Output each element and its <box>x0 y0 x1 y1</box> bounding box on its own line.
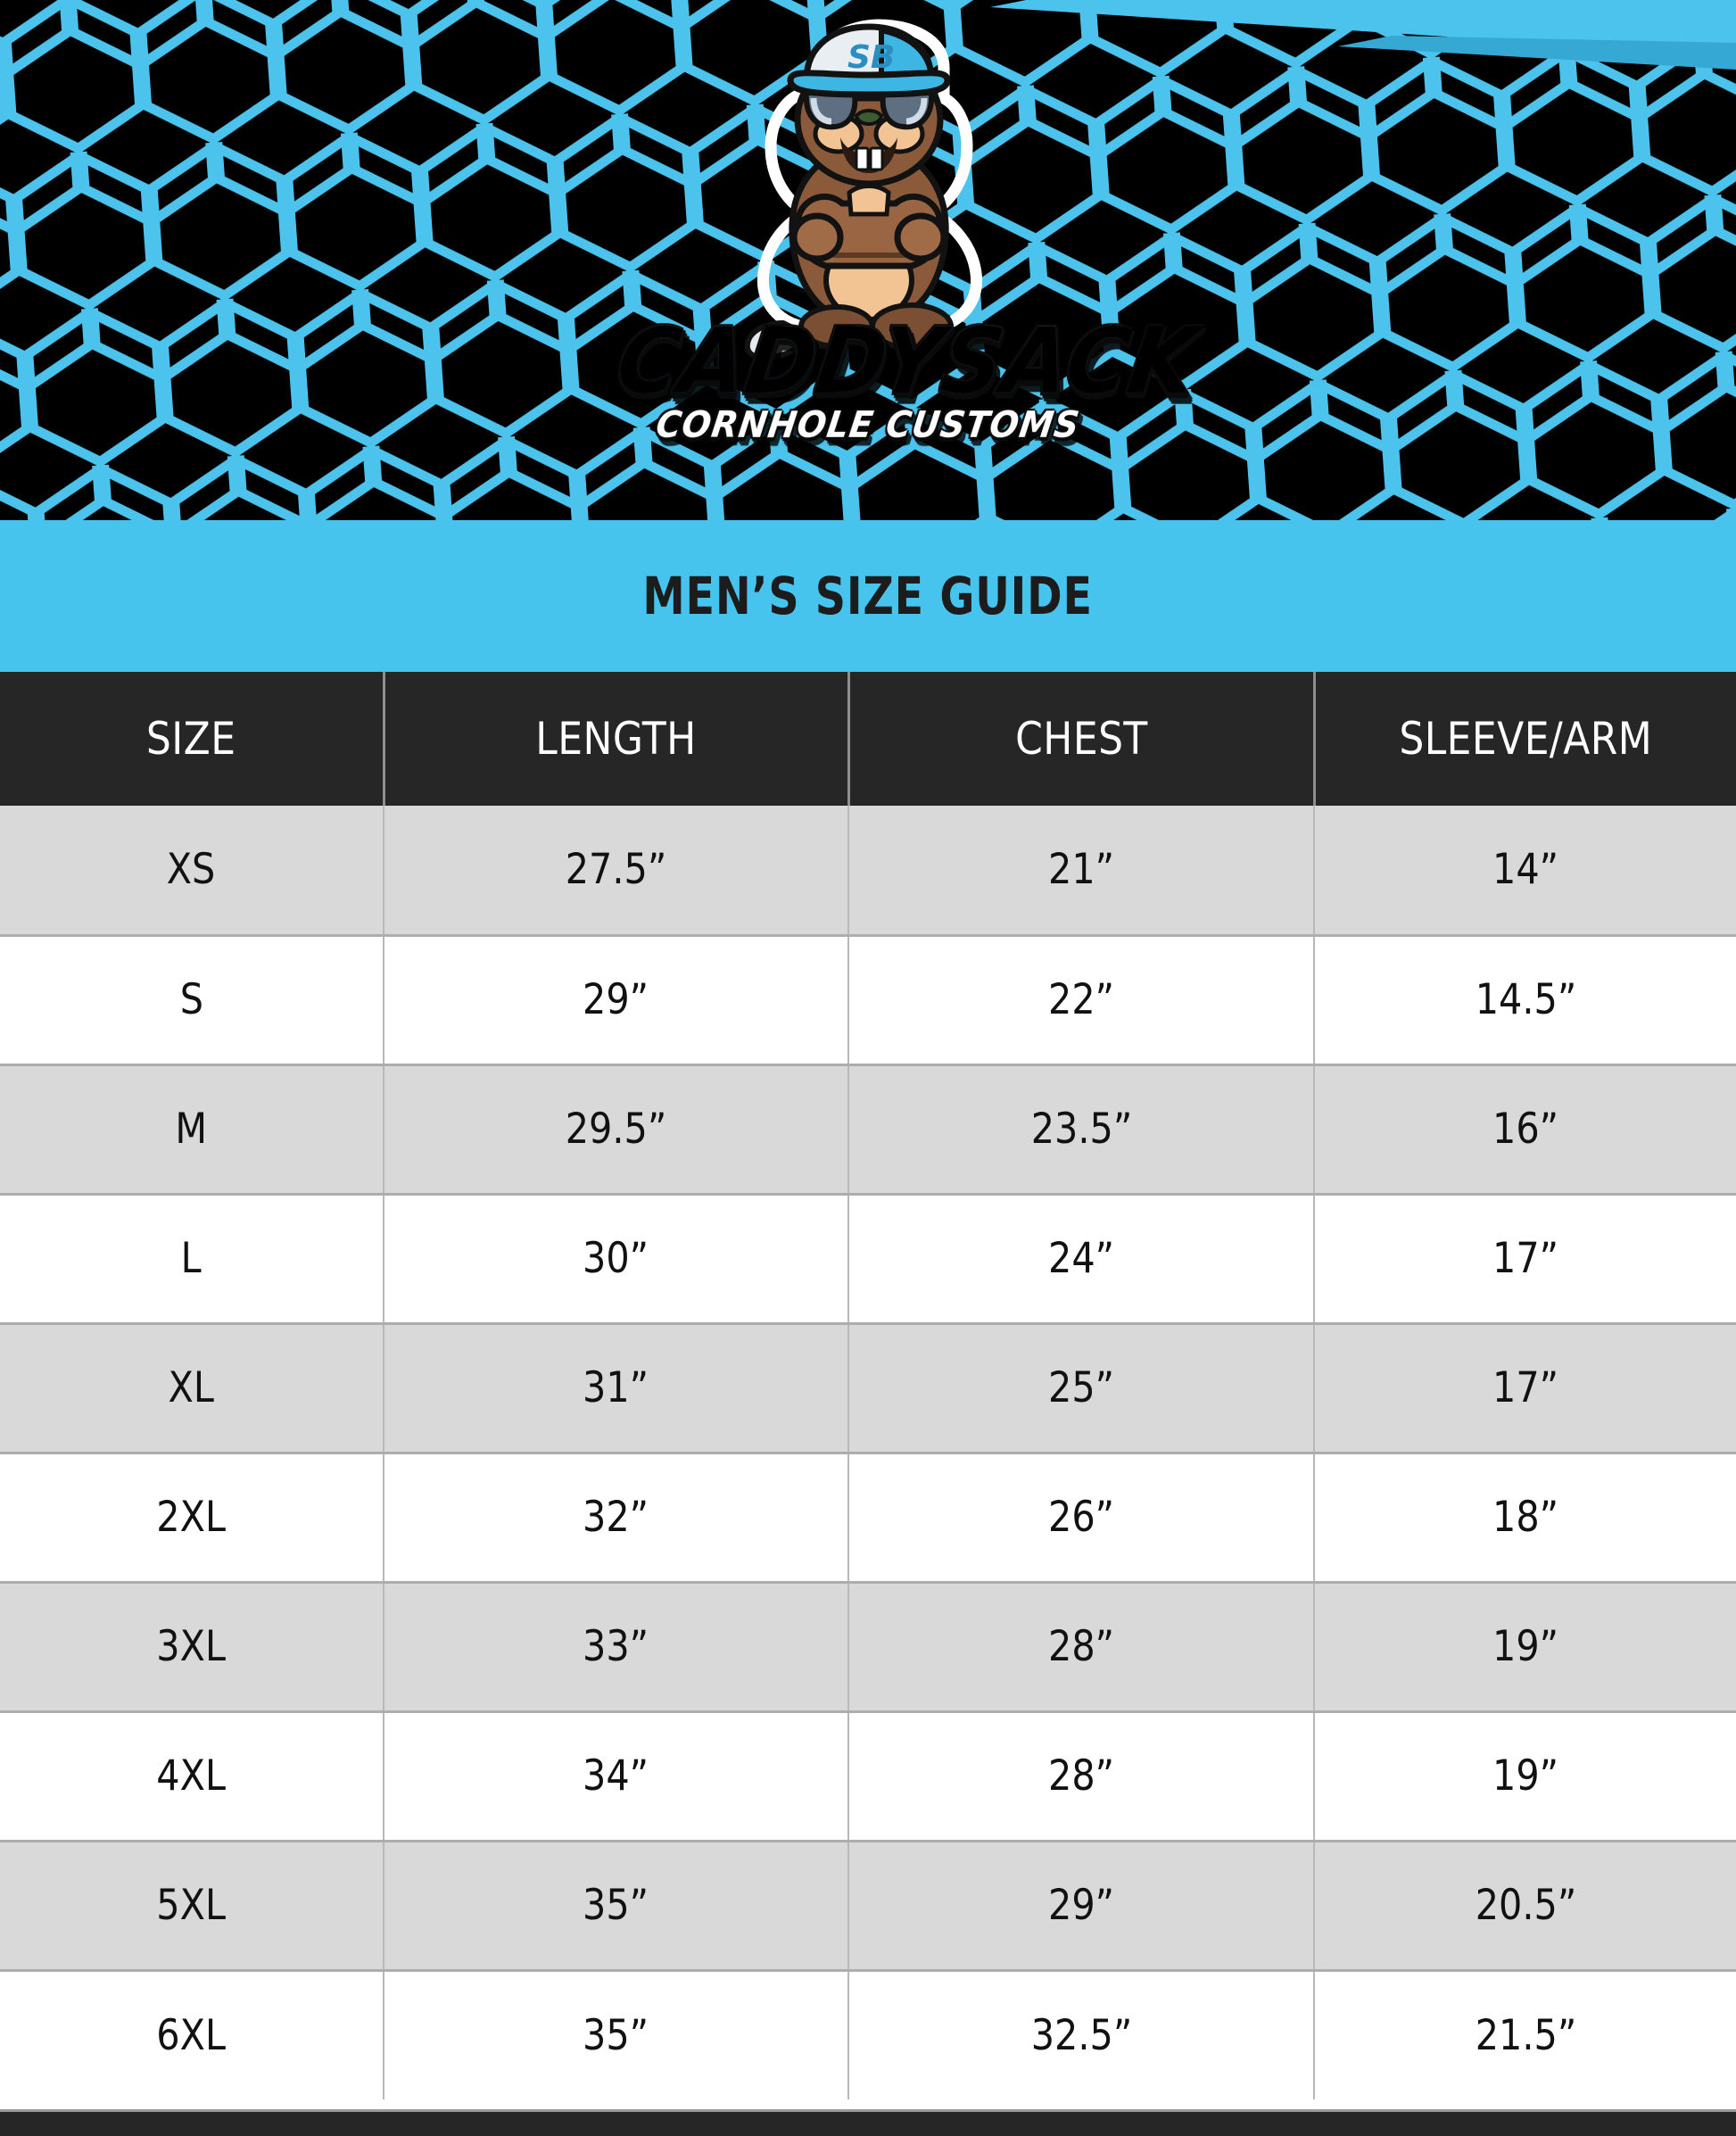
column-header-length: LENGTH <box>384 672 850 806</box>
cell-chest: 23.5” <box>848 1064 1315 1196</box>
cell-chest: 29” <box>848 1841 1315 1972</box>
table-header-row: SIZE LENGTH CHEST SLEEVE/ARM <box>0 672 1736 806</box>
cell-length: 27.5” <box>384 806 849 937</box>
cell-chest: 28” <box>848 1582 1315 1713</box>
cell-length: 34” <box>384 1711 849 1842</box>
table-row: M 29.5” 23.5” 16” <box>0 1064 1736 1196</box>
cell-size: 4XL <box>0 1711 384 1842</box>
hero-header: SB CADDYSACK CORNHOLE CUSTOMS <box>0 0 1736 520</box>
cell-sleeve: 17” <box>1314 1194 1736 1325</box>
table-row: 4XL 34” 28” 19” <box>0 1711 1736 1842</box>
cell-length: 30” <box>384 1194 849 1325</box>
cell-sleeve: 14.5” <box>1314 935 1736 1066</box>
cell-size: 2XL <box>0 1453 384 1584</box>
cell-sleeve: 21.5” <box>1314 1970 1736 2099</box>
wordmark: CADDYSACK CORNHOLE CUSTOMS <box>611 310 1203 446</box>
table-row: S 29” 22” 14.5” <box>0 935 1736 1066</box>
cell-length: 31” <box>384 1323 849 1454</box>
cell-length: 35” <box>384 1970 849 2099</box>
page-title: MEN’S SIZE GUIDE <box>642 566 1094 626</box>
table-row: L 30” 24” 17” <box>0 1194 1736 1325</box>
cell-size: 5XL <box>0 1841 384 1972</box>
beaver-mascot-icon: SB <box>744 19 983 360</box>
logo-secondary-text: CORNHOLE CUSTOMS <box>653 403 1083 446</box>
cell-length: 29.5” <box>384 1064 849 1196</box>
table-row: 2XL 32” 26” 18” <box>0 1453 1736 1584</box>
table-row: XL 31” 25” 17” <box>0 1323 1736 1454</box>
cell-length: 32” <box>384 1453 849 1584</box>
column-header-size: SIZE <box>0 672 385 806</box>
cell-sleeve: 17” <box>1314 1323 1736 1454</box>
table-row: XS 27.5” 21” 14” <box>0 806 1736 937</box>
column-header-sleeve-arm: SLEEVE/ARM <box>1314 672 1736 806</box>
cell-sleeve: 18” <box>1314 1453 1736 1584</box>
cell-sleeve: 14” <box>1314 806 1736 937</box>
cell-chest: 24” <box>848 1194 1315 1325</box>
cell-size: 3XL <box>0 1582 384 1713</box>
cell-sleeve: 19” <box>1314 1711 1736 1842</box>
cell-sleeve: 20.5” <box>1314 1841 1736 1972</box>
cell-size: S <box>0 935 384 1066</box>
table-row: 6XL 35” 32.5” 21.5” <box>0 1970 1736 2099</box>
column-header-chest: CHEST <box>848 672 1316 806</box>
table-header: SIZE LENGTH CHEST SLEEVE/ARM <box>0 672 1736 806</box>
footer-bar <box>0 2109 1736 2136</box>
cell-size: L <box>0 1194 384 1325</box>
size-guide-title-band: MEN’S SIZE GUIDE <box>0 520 1736 672</box>
cell-length: 35” <box>384 1841 849 1972</box>
cell-size: XL <box>0 1323 384 1454</box>
brand-lockup: SB CADDYSACK CORNHOLE CUSTOMS <box>611 12 1203 512</box>
logo-primary-text: CADDYSACK <box>610 309 1203 415</box>
table-row: 3XL 33” 28” 19” <box>0 1582 1736 1713</box>
cell-chest: 26” <box>848 1453 1315 1584</box>
table-row: 5XL 35” 29” 20.5” <box>0 1841 1736 1972</box>
cell-length: 33” <box>384 1582 849 1713</box>
cell-sleeve: 16” <box>1314 1064 1736 1196</box>
cell-chest: 32.5” <box>848 1970 1315 2099</box>
cell-length: 29” <box>384 935 849 1066</box>
cell-size: M <box>0 1064 384 1196</box>
cell-chest: 28” <box>848 1711 1315 1842</box>
cell-size: XS <box>0 806 384 937</box>
cell-size: 6XL <box>0 1970 384 2099</box>
cap-monogram: SB <box>847 39 895 76</box>
cell-chest: 21” <box>848 806 1315 937</box>
cell-sleeve: 19” <box>1314 1582 1736 1713</box>
cell-chest: 22” <box>848 935 1315 1066</box>
table-body: XS 27.5” 21” 14” S 29” 22” 14.5” M 29.5”… <box>0 806 1736 2099</box>
cell-chest: 25” <box>848 1323 1315 1454</box>
size-chart-table: SIZE LENGTH CHEST SLEEVE/ARM XS 27.5” 21… <box>0 672 1736 2099</box>
